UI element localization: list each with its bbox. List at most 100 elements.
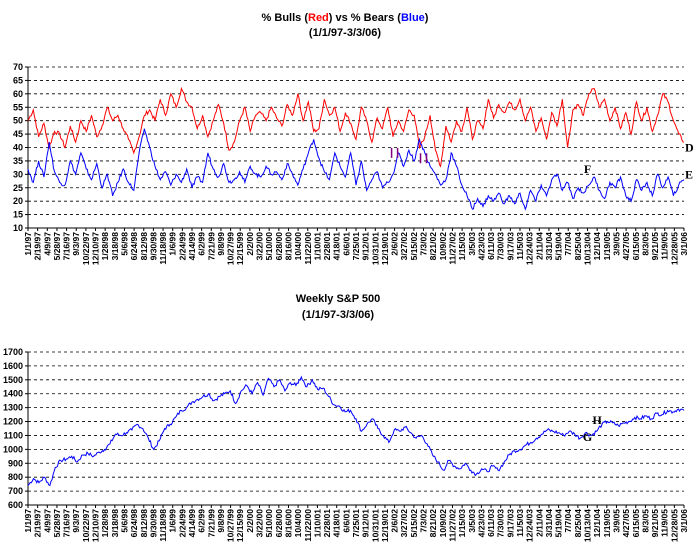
chart1-xtick-label: 11/9/05 — [660, 232, 670, 260]
chart1-xtick-label: 7/30/03 — [496, 232, 506, 261]
chart2-ytick-label: 1100 — [3, 430, 23, 440]
chart1-xtick-label: 1/6/99 — [168, 232, 178, 256]
chart1-series--bears — [27, 128, 685, 211]
chart1-xtick-label: 10/4/00 — [293, 232, 303, 261]
chart2-ytick-label: 1300 — [3, 403, 23, 413]
chart1-ytick-label: 65 — [13, 75, 23, 85]
chart1-xtick-label: 1/15/03 — [457, 232, 467, 261]
chart2-xtick-label: 6/24/98 — [129, 509, 139, 538]
chart1-annotation-d: D — [685, 141, 694, 155]
chart1-xtick-label: 4/14/99 — [187, 232, 197, 261]
chart1-xtick-label: 11/5/03 — [515, 232, 525, 260]
chart1-xtick-label: 3/18/98 — [110, 232, 120, 261]
chart1-ytick-label: 40 — [13, 143, 23, 153]
chart1-xtick-label: 6/15/05 — [631, 232, 641, 261]
chart1-xtick-label: 4/9/97 — [42, 232, 52, 256]
sp500-chart: 600 700 800 900 1000 1100 1200 1300 1400 1500 1600… — [3, 347, 689, 542]
chart2-ytick-label: 700 — [8, 486, 23, 496]
chart2-xtick-label: 2/28/01 — [322, 509, 332, 538]
chart1-xtick-label: 6/6/01 — [341, 232, 351, 256]
chart2-xtick-label: 9/21/05 — [650, 509, 660, 538]
chart1-xtick-label: 10/22/97 — [81, 232, 91, 265]
chart2-xtick-label: 12/15/99 — [235, 509, 245, 542]
chart1-xtick-label: 1/10/01 — [312, 232, 322, 261]
chart1-xtick-label: 8/3/05 — [640, 232, 650, 256]
chart2-xtick-label: 4/23/03 — [476, 509, 486, 538]
chart1-xtick-label: 6/11/03 — [486, 232, 496, 260]
chart1-xtick-label: 10/13/04 — [583, 232, 593, 265]
chart2-xtick-label: 1/15/03 — [457, 509, 467, 538]
chart1-xtick-label: 5/6/98 — [119, 232, 129, 256]
chart1-xtick-label: 7/3/02 — [419, 232, 429, 256]
chart1-xtick-label: 2/11/04 — [534, 232, 544, 260]
chart1-xtick-label: 9/17/03 — [505, 232, 515, 261]
chart1-title-part-3: Blue — [401, 12, 425, 24]
chart2-xtick-label: 10/4/00 — [293, 509, 303, 538]
chart2-xtick-label: 7/25/01 — [351, 509, 361, 538]
chart1-xtick-label: 1/19/05 — [602, 232, 612, 261]
chart1-series--bulls — [27, 86, 685, 168]
chart2-ytick-label: 1400 — [3, 389, 23, 399]
chart2-xtick-label: 10/9/02 — [438, 509, 448, 538]
chart1-xtick-label: 6/24/98 — [129, 232, 139, 261]
chart1-xtick-label: 3/31/04 — [544, 232, 554, 261]
chart2-xtick-label: 3/5/03 — [467, 509, 477, 533]
chart2-xtick-label: 12/19/01 — [380, 509, 390, 542]
chart1-xtick-label: 8/25/04 — [573, 232, 583, 261]
chart1-xtick-label: 12/24/03 — [525, 232, 535, 265]
chart2-xtick-label: 12/28/05 — [669, 509, 679, 542]
chart1-xtick-label: 11/27/02 — [447, 232, 457, 265]
chart2-xtick-label: 11/22/00 — [303, 509, 313, 542]
chart1-ytick-label: 70 — [13, 62, 23, 72]
chart1-xtick-label: 5/10/00 — [264, 232, 274, 261]
chart2-ytick-label: 1600 — [3, 361, 23, 371]
chart2-xtick-label: 11/9/05 — [660, 509, 670, 537]
chart1-ytick-label: 60 — [13, 89, 23, 99]
chart1-annotation-e: E — [685, 167, 693, 181]
chart2-xtick-label: 4/14/99 — [187, 509, 197, 538]
chart1-xtick-label: 3/22/00 — [255, 232, 265, 261]
chart1-subtitle: (1/1/97-3/3/06) — [309, 27, 381, 39]
chart1-ytick-label: 55 — [13, 102, 23, 112]
chart2-xtick-label: 6/6/01 — [341, 509, 351, 533]
chart2-xtick-label: 3/1/06 — [679, 509, 689, 533]
chart1-xtick-label: 5/15/02 — [409, 232, 419, 261]
chart2-annotation-g: G — [583, 430, 592, 444]
chart1-xtick-label: 12/10/97 — [91, 232, 101, 265]
chart1-crossover-mark — [390, 147, 399, 158]
chart1-xtick-label: 7/16/97 — [62, 232, 72, 261]
chart2-xtick-label: 11/18/98 — [158, 509, 168, 542]
chart1-ytick-label: 50 — [13, 116, 23, 126]
chart2-xtick-label: 5/19/04 — [554, 509, 564, 538]
chart2-xtick-label: 7/16/97 — [62, 509, 72, 538]
chart1-crossover-mark — [419, 153, 428, 164]
chart2-xtick-label: 2/11/04 — [534, 509, 544, 537]
chart1-xtick-label: 7/25/01 — [351, 232, 361, 261]
chart2-xtick-label: 2/6/02 — [390, 509, 400, 533]
chart2-xtick-label: 5/6/98 — [119, 509, 129, 533]
chart2-xtick-label: 9/30/98 — [148, 509, 158, 538]
chart2-xtick-label: 9/8/99 — [216, 509, 226, 533]
chart2-xtick-label: 8/16/00 — [283, 509, 293, 538]
chart2-xtick-label: 1/28/98 — [100, 509, 110, 538]
chart1-xtick-label: 4/27/05 — [621, 232, 631, 261]
chart2-xtick-label: 9/3/97 — [71, 509, 81, 533]
chart2-ytick-label: 1000 — [3, 444, 23, 454]
chart1-xtick-label: 9/30/98 — [148, 232, 158, 261]
chart2-ytick-label: 800 — [8, 472, 23, 482]
chart2-xtick-label: 4/18/01 — [332, 509, 342, 538]
chart2-xtick-label: 4/9/97 — [42, 509, 52, 533]
chart2-xtick-label: 7/7/04 — [563, 509, 573, 533]
chart2-title: Weekly S&P 500 — [296, 293, 381, 305]
chart1-xtick-label: 9/12/01 — [361, 232, 371, 261]
chart1-xtick-label: 3/1/06 — [679, 232, 689, 256]
chart2-xtick-label: 6/11/03 — [486, 509, 496, 537]
chart1-xtick-label: 6/28/00 — [274, 232, 284, 261]
chart2-subtitle: (1/1/97-3/3/06) — [302, 309, 374, 321]
chart1-title: % Bulls (Red) vs % Bears (Blue) — [262, 12, 429, 24]
chart1-xtick-label: 4/18/01 — [332, 232, 342, 261]
chart2-xtick-label: 7/21/99 — [206, 509, 216, 538]
chart1-ytick-label: 15 — [13, 210, 23, 220]
